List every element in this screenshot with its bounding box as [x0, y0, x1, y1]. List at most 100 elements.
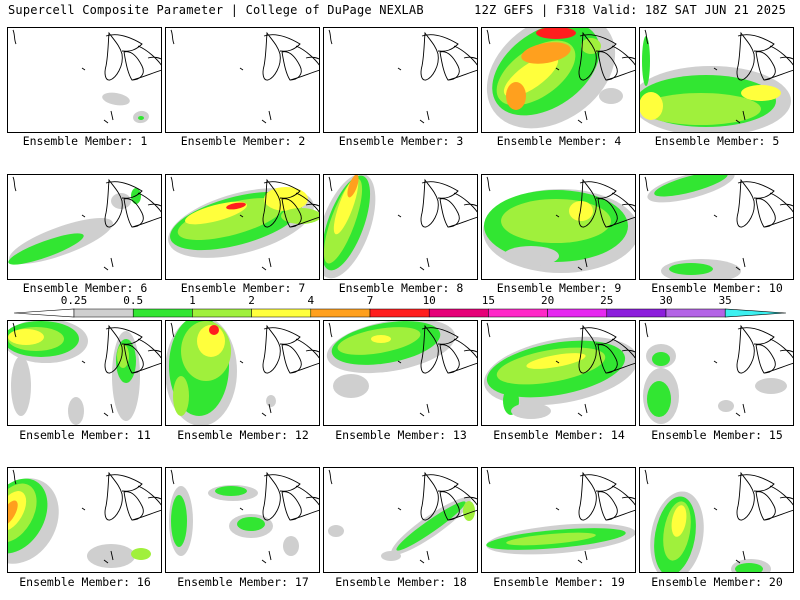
coastline-outline — [239, 214, 244, 218]
coastline-outline — [486, 29, 491, 45]
ensemble-member-label: Ensemble Member: 7 — [180, 281, 306, 295]
coastline-outline — [305, 349, 319, 353]
coastline-outline — [147, 56, 161, 60]
scp-contour-area — [521, 42, 571, 64]
scp-contour-area — [281, 208, 319, 224]
coastline-outline — [81, 214, 86, 218]
coastline-outline — [577, 119, 583, 124]
ensemble-member-map-15 — [639, 320, 794, 426]
scp-contour-area — [177, 197, 285, 241]
legend-lower-arrow — [13, 308, 75, 318]
coastline-outline — [262, 324, 281, 374]
coastline-outline — [123, 491, 144, 521]
coastline-outline — [131, 216, 161, 228]
coastline-outline — [110, 257, 114, 268]
map-canvas — [166, 321, 319, 425]
coastline-outline — [605, 362, 635, 374]
color-scale-bar — [13, 308, 787, 318]
scp-contour-area — [215, 486, 247, 496]
legend-color-bin — [73, 308, 134, 318]
coastline-outline — [742, 550, 746, 561]
coastline-outline — [735, 266, 741, 271]
coastline-outline — [147, 496, 161, 500]
ensemble-member-label: Ensemble Member: 8 — [338, 281, 464, 295]
coastline-outline — [769, 338, 793, 359]
ensemble-member-label: Ensemble Member: 11 — [19, 428, 151, 442]
coastline-outline — [281, 344, 302, 374]
legend-tick-label: 4 — [307, 294, 315, 307]
coastline-outline — [584, 403, 588, 414]
scp-contour-area — [226, 202, 246, 210]
ensemble-member-label: Ensemble Member: 13 — [335, 428, 467, 442]
map-canvas — [486, 469, 635, 564]
coastline-outline — [584, 550, 588, 561]
scp-contour-area — [503, 246, 559, 266]
coastline-outline — [737, 34, 775, 52]
coastline-outline — [295, 192, 319, 213]
coastline-outline — [289, 362, 319, 374]
coastline-outline — [779, 496, 793, 500]
scp-contour-area — [328, 525, 344, 537]
scp-contour-area — [381, 551, 401, 561]
coastline-outline — [12, 29, 17, 45]
ensemble-member-label: Ensemble Member: 10 — [651, 281, 783, 295]
ensemble-member-map-16 — [7, 467, 162, 573]
coastline-outline — [397, 360, 402, 364]
ensemble-member-map-4 — [481, 27, 636, 133]
scp-contour-area — [536, 28, 576, 39]
model-run-info: 12Z GEFS | F318 Valid: 18Z SAT JUN 21 20… — [474, 3, 786, 17]
coastline-outline — [611, 485, 635, 506]
scp-contour-area — [11, 356, 31, 416]
scp-contour-area — [347, 175, 359, 198]
legend-tick-label: 30 — [659, 294, 673, 307]
coastline-outline — [463, 56, 477, 60]
coastline-outline — [605, 509, 635, 521]
legend-color-bin — [488, 308, 548, 318]
coastline-outline — [170, 322, 175, 338]
coastline-outline — [737, 474, 775, 492]
map-canvas — [326, 321, 477, 417]
coastline-outline — [268, 550, 272, 561]
coastline-outline — [170, 176, 175, 192]
coastline-outline — [281, 198, 302, 228]
coastline-outline — [736, 471, 755, 521]
coastline-outline — [12, 176, 17, 192]
scp-contour-area — [131, 548, 151, 560]
legend-tick-label: 0.25 — [60, 294, 88, 307]
scp-contour-area — [171, 495, 187, 547]
coastline-outline — [421, 474, 459, 492]
coastline-outline — [597, 491, 618, 521]
coastline-outline — [103, 119, 109, 124]
coastline-outline — [104, 324, 123, 374]
ensemble-member-map-10 — [639, 174, 794, 280]
map-canvas — [483, 322, 635, 419]
coastline-outline — [262, 471, 281, 521]
coastline-outline — [104, 471, 123, 521]
coastline-outline — [137, 45, 161, 66]
coastline-outline — [262, 178, 281, 228]
scp-contour-area — [755, 378, 787, 394]
coastline-outline — [439, 344, 460, 374]
ensemble-member-label: Ensemble Member: 18 — [335, 575, 467, 589]
coastline-outline — [577, 412, 583, 417]
map-canvas — [12, 29, 161, 124]
scp-contour-area — [8, 233, 84, 265]
coastline-outline — [420, 31, 439, 81]
ensemble-member-map-19 — [481, 467, 636, 573]
scp-contour-area — [111, 193, 131, 209]
ensemble-member-map-20 — [639, 467, 794, 573]
coastline-outline — [486, 176, 491, 192]
coastline-outline — [147, 203, 161, 207]
coastline-outline — [713, 67, 718, 71]
coastline-outline — [105, 181, 143, 199]
coastline-outline — [397, 67, 402, 71]
coastline-outline — [447, 216, 477, 228]
coastline-outline — [597, 51, 618, 81]
coastline-outline — [584, 110, 588, 121]
scp-contour-area — [647, 381, 671, 417]
ensemble-member-map-17 — [165, 467, 320, 573]
coastline-outline — [621, 56, 635, 60]
scp-contour-area — [669, 263, 713, 275]
scp-contour-area — [8, 329, 44, 345]
ensemble-member-label: Ensemble Member: 3 — [338, 134, 464, 148]
